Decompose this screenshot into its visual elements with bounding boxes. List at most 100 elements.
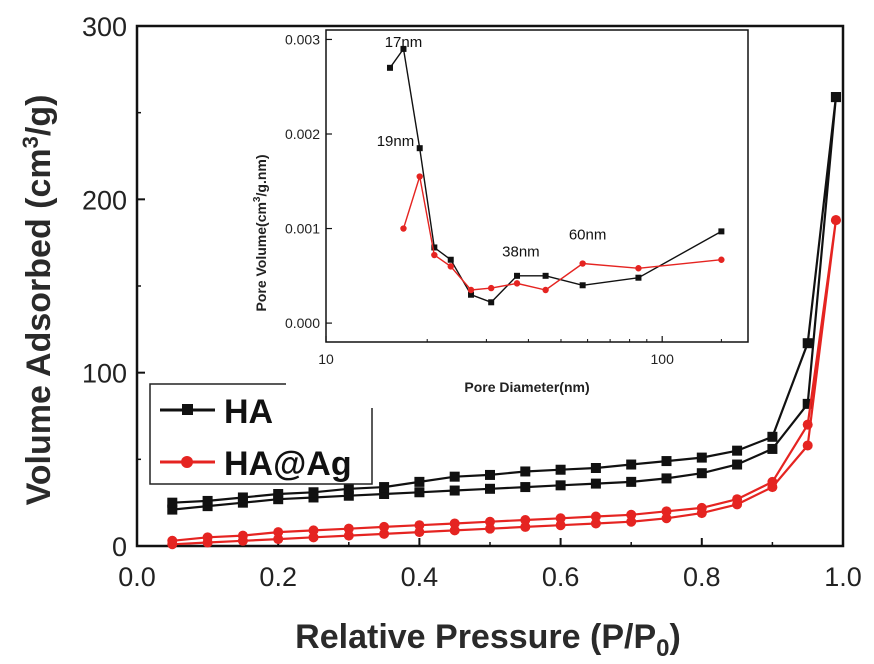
main-data-point [485, 523, 495, 534]
inset-data-point [488, 299, 495, 306]
main-data-point [590, 511, 601, 522]
main-data-point [167, 497, 178, 508]
legend-haag-label: HA@Ag [224, 445, 352, 483]
main-data-point [237, 492, 248, 503]
main-data-point [343, 530, 354, 541]
inset-background [286, 28, 753, 408]
inset-data-point [416, 145, 423, 152]
main-data-point [626, 476, 637, 487]
main-data-point [555, 513, 566, 524]
main-data-point [767, 443, 778, 454]
main-data-point [590, 478, 601, 489]
inset-data-point [431, 251, 438, 259]
main-data-point [520, 482, 531, 493]
inset-data-point [635, 265, 642, 272]
inset-series-layer [386, 45, 725, 306]
inset-x-tick-label: 10 [318, 351, 334, 367]
main-y-tick-label: 0 [112, 532, 127, 562]
inset-data-point [635, 274, 642, 281]
main-data-point [626, 509, 637, 520]
main-y-axis-title: Volume Adsorbed (cm3/g) [18, 95, 58, 506]
main-data-point [767, 476, 778, 487]
main-series-layer [167, 92, 841, 550]
legend-haag-marker [181, 456, 193, 468]
inset-y-axis-title: Pore Volume(cm3/g.nm) [252, 155, 269, 312]
inset-data-point [487, 284, 495, 292]
main-data-point [590, 518, 601, 529]
inset-x-axis-title: Pore Diameter(nm) [464, 379, 589, 395]
inset-axes: 10 100 0.000 0.001 0.002 0.003 [285, 31, 722, 367]
inset-data-point [468, 291, 475, 298]
main-data-point [167, 504, 178, 515]
inset-data-point [718, 228, 725, 235]
inset-annotation: 17nm [385, 34, 423, 51]
main-data-point [555, 480, 566, 491]
main-data-point [626, 459, 637, 470]
inset-data-point [514, 272, 521, 279]
legend-ha-marker [182, 404, 193, 415]
main-axes: 0.0 0.2 0.4 0.6 0.8 1.0 0 100 200 300 [82, 12, 862, 592]
inset-y-tick-label: 0.001 [285, 221, 320, 237]
main-data-point [308, 492, 319, 503]
inset-data-point [542, 286, 549, 294]
main-data-point [379, 521, 390, 532]
main-data-point [343, 523, 354, 534]
main-data-point [626, 516, 637, 527]
main-data-point [237, 497, 248, 508]
inset-y-tick-label: 0.000 [285, 315, 320, 331]
inset-annotations: 17nm 19nm 38nm 60nm [377, 34, 607, 260]
main-data-point [273, 494, 284, 505]
main-data-point [661, 513, 672, 524]
main-data-point [167, 535, 178, 546]
main-data-point [485, 483, 495, 494]
main-data-point [520, 521, 531, 532]
inset-data-point [400, 45, 407, 52]
inset-data-point [579, 282, 586, 289]
inset-data-point [447, 263, 454, 270]
main-data-point [732, 445, 743, 456]
main-data-point [661, 506, 672, 517]
main-data-point [414, 476, 425, 487]
legend-ha-label: HA [224, 393, 273, 431]
main-data-point [308, 525, 319, 536]
main-data-point [379, 482, 390, 493]
inset-y-tick-label: 0.002 [285, 126, 320, 142]
main-data-point [590, 463, 601, 473]
main-data-point [449, 485, 460, 496]
main-data-point [485, 469, 495, 480]
inset-data-point [513, 280, 521, 287]
inset-series-line-0 [389, 47, 722, 304]
main-data-point [379, 489, 390, 499]
inset-data-point [431, 244, 438, 251]
main-x-axis-title: Relative Pressure (P/P0) [295, 618, 681, 662]
main-data-point [767, 431, 778, 442]
main-x-tick-label: 0.6 [542, 562, 580, 592]
main-data-point [414, 520, 425, 531]
main-data-point [202, 501, 213, 512]
legend: HA HA@Ag [149, 383, 373, 485]
main-data-point [830, 92, 841, 103]
main-data-point [696, 468, 707, 479]
main-data-point [449, 471, 460, 482]
main-data-point [520, 515, 531, 525]
main-y-tick-label: 200 [82, 185, 127, 215]
main-data-point [449, 525, 460, 536]
inset-x-tick-label: 100 [651, 351, 675, 367]
main-data-point [732, 494, 743, 505]
main-data-point [732, 459, 743, 470]
inset-data-point [400, 225, 407, 232]
main-data-point [661, 473, 672, 484]
main-data-point [661, 456, 672, 467]
main-data-point [802, 398, 813, 409]
inset-data-point [416, 173, 423, 180]
main-x-tick-label: 0.4 [401, 562, 439, 592]
main-data-point [308, 487, 319, 498]
inset-y-tick-label: 0.003 [285, 31, 320, 47]
inset-plot-frame [325, 29, 749, 343]
main-data-point [520, 466, 531, 477]
main-data-point [343, 483, 354, 494]
inset-data-point [447, 256, 454, 263]
inset-annotation: 19nm [377, 133, 415, 150]
main-data-point [830, 215, 841, 226]
